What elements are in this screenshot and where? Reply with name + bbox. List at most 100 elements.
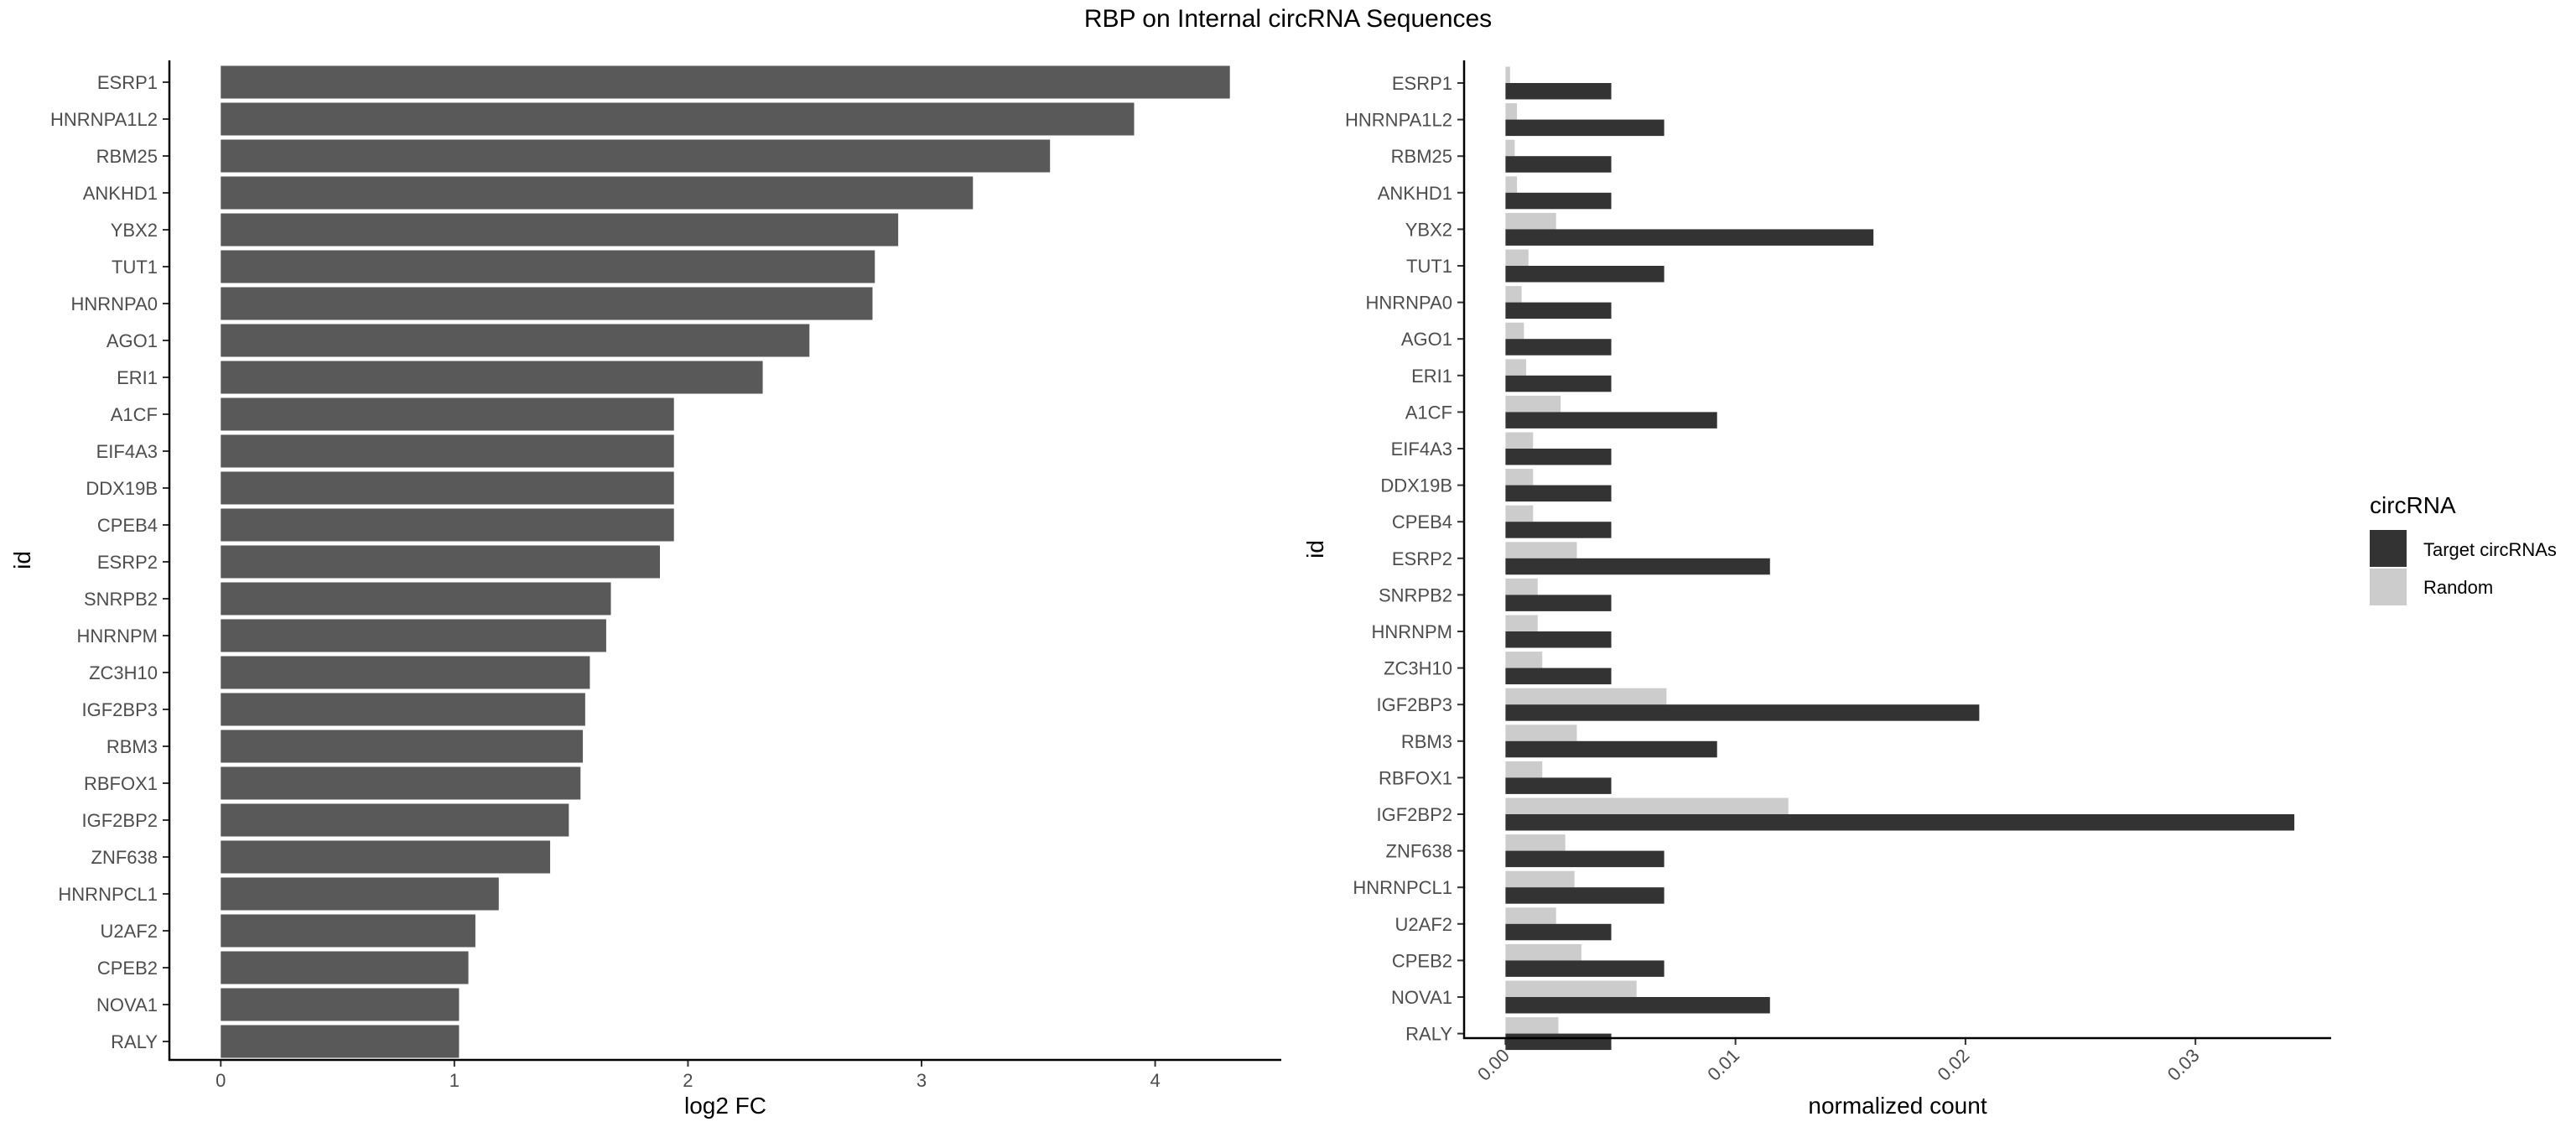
bar-hnrnpa1l2	[221, 102, 1135, 136]
bar-random-igf2bp3	[1505, 688, 1667, 705]
bar-random-rbfox1	[1505, 761, 1543, 778]
y-tick-label: ZNF638	[91, 847, 158, 868]
y-tick-label: CPEB4	[1392, 512, 1452, 532]
y-tick-label: HNRNPCL1	[1353, 877, 1452, 898]
bar-eif4a3	[221, 434, 674, 468]
y-tick-label: CPEB4	[97, 515, 158, 536]
bar-random-eif4a3	[1505, 432, 1534, 449]
bar-random-hnrnpa1l2	[1505, 103, 1518, 120]
x-tick-label: 2	[683, 1070, 693, 1091]
y-tick-label: ESRP1	[97, 72, 158, 93]
left-y-tick-labels: ESRP1 HNRNPA1L2 RBM25 ANKHD1 YBX2 TUT1 HNRNPA0…	[50, 72, 169, 1052]
y-tick-label: IGF2BP3	[1377, 694, 1452, 715]
bar-cpeb2	[221, 951, 469, 984]
y-tick-label: HNRNPA1L2	[1345, 110, 1452, 131]
x-tick-label: 1	[449, 1070, 460, 1091]
bar-rbfox1	[221, 766, 581, 800]
y-tick-label: ANKHD1	[1378, 183, 1452, 204]
legend-key-random	[2370, 569, 2407, 605]
y-tick-label: HNRNPCL1	[58, 884, 158, 905]
bar-target-znf638	[1505, 850, 1665, 868]
y-tick-label: RBM25	[96, 146, 158, 167]
bar-random-snrpb2	[1505, 578, 1538, 595]
y-tick-label: CPEB2	[1392, 950, 1452, 971]
y-tick-label: RALY	[111, 1031, 158, 1052]
y-tick-label: U2AF2	[101, 921, 158, 942]
bar-target-cpeb4	[1505, 522, 1612, 538]
bar-esrp2	[221, 545, 660, 579]
bar-eri1	[221, 361, 763, 394]
y-tick-label: U2AF2	[1395, 914, 1452, 935]
right-chart-bars	[1505, 66, 2295, 1051]
bar-target-ddx19b	[1505, 485, 1612, 502]
y-tick-label: ESRP2	[97, 552, 158, 573]
bar-hnrnpa0	[221, 287, 873, 320]
y-tick-label: DDX19B	[1380, 475, 1452, 496]
bar-random-u2af2	[1505, 907, 1556, 924]
bar-target-raly	[1505, 1033, 1612, 1051]
bar-target-hnrnpcl1	[1505, 887, 1665, 904]
bar-target-hnrnpa1l2	[1505, 119, 1665, 137]
bar-random-ago1	[1505, 322, 1524, 340]
bar-hnrnpm	[221, 619, 606, 652]
x-tick-label: 3	[917, 1070, 927, 1091]
bar-ankhd1	[221, 176, 974, 210]
y-tick-label: ESRP1	[1392, 73, 1452, 94]
y-tick-label: IGF2BP2	[1377, 804, 1452, 825]
bar-random-hnrnpcl1	[1505, 870, 1575, 888]
y-tick-label: ERI1	[1411, 366, 1452, 387]
bar-random-ankhd1	[1505, 176, 1518, 193]
bar-ddx19b	[221, 471, 674, 505]
bar-hnrnpcl1	[221, 877, 499, 911]
bar-raly	[221, 1025, 460, 1058]
bar-random-hnrnpa0	[1505, 286, 1522, 303]
figure-title: RBP on Internal circRNA Sequences	[1084, 5, 1492, 33]
y-tick-label: IGF2BP2	[82, 810, 158, 831]
bar-rbm25	[221, 139, 1051, 173]
left-chart-panel: ESRP1 HNRNPA1L2 RBM25 ANKHD1 YBX2 TUT1 HNRNPA0…	[9, 60, 1281, 1119]
y-tick-label: RBM3	[106, 736, 158, 757]
bar-target-rbfox1	[1505, 777, 1612, 794]
bar-tut1	[221, 250, 875, 283]
bar-target-igf2bp2	[1505, 814, 2295, 831]
bar-target-u2af2	[1505, 923, 1612, 941]
right-x-axis-title: normalized count	[1808, 1093, 1987, 1119]
bar-zc3h10	[221, 656, 590, 689]
bar-ago1	[221, 324, 810, 357]
y-tick-label: ERI1	[117, 367, 158, 388]
y-tick-label: AGO1	[1401, 329, 1452, 350]
y-tick-label: AGO1	[106, 330, 158, 351]
y-tick-label: TUT1	[1406, 256, 1452, 277]
bar-u2af2	[221, 914, 475, 948]
bar-target-snrpb2	[1505, 595, 1612, 611]
x-tick-label: 4	[1150, 1070, 1160, 1091]
bar-random-eri1	[1505, 359, 1527, 376]
left-chart-bars	[221, 65, 1230, 1058]
y-tick-label: HNRNPA0	[70, 293, 158, 314]
y-tick-label: ZC3H10	[89, 662, 158, 683]
y-tick-label: RBFOX1	[1379, 767, 1452, 788]
bar-nova1	[221, 988, 460, 1021]
bar-cpeb4	[221, 508, 674, 542]
legend: circRNA Target circRNAs Random	[2370, 492, 2557, 605]
y-tick-label: EIF4A3	[96, 441, 158, 462]
bar-igf2bp2	[221, 803, 569, 837]
bar-random-cpeb2	[1505, 943, 1581, 961]
bar-random-cpeb4	[1505, 505, 1534, 522]
bar-random-a1cf	[1505, 395, 1561, 413]
bar-random-ddx19b	[1505, 469, 1534, 486]
bar-target-nova1	[1505, 997, 1770, 1014]
y-tick-label: YBX2	[1405, 219, 1452, 240]
bar-random-ybx2	[1505, 212, 1556, 230]
bar-target-tut1	[1505, 266, 1665, 283]
x-tick-label: 0	[216, 1070, 226, 1091]
bar-random-esrp2	[1505, 542, 1577, 558]
y-tick-label: RBFOX1	[84, 773, 158, 794]
right-y-tick-labels: ESRP1 HNRNPA1L2 RBM25 ANKHD1 YBX2 TUT1 HNRNPA0…	[1345, 73, 1464, 1045]
bar-snrpb2	[221, 582, 611, 615]
y-tick-label: ANKHD1	[83, 183, 158, 204]
bar-target-a1cf	[1505, 412, 1717, 428]
bar-esrp1	[221, 65, 1230, 99]
y-tick-label: RALY	[1405, 1024, 1452, 1045]
